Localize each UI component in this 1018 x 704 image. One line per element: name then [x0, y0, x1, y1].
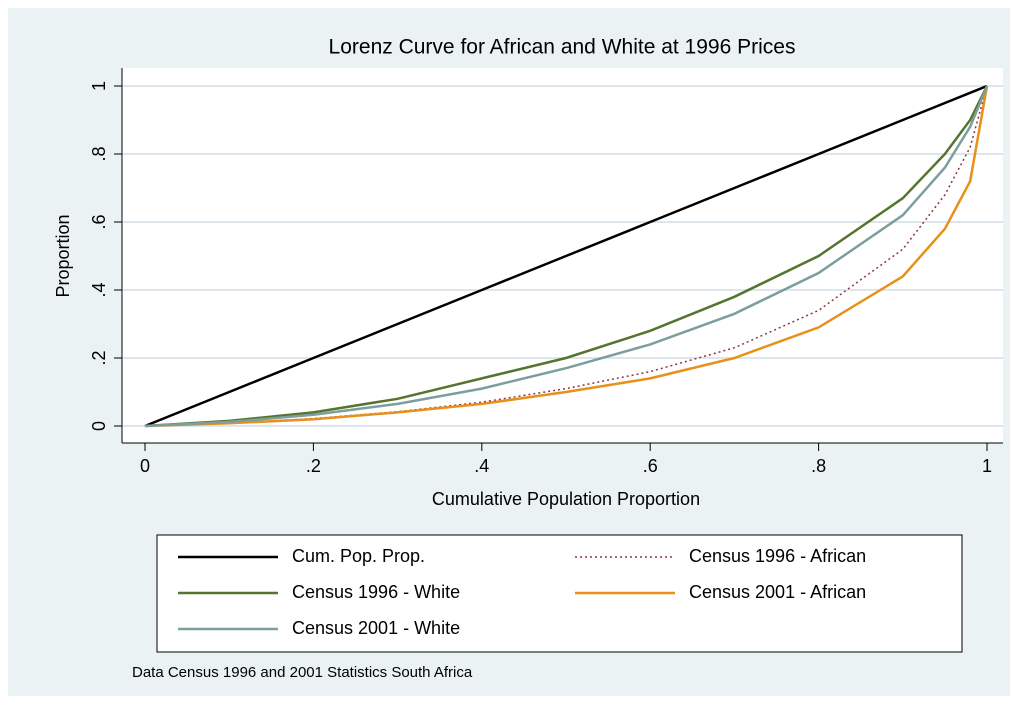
x-tick-label: .6: [643, 456, 658, 476]
y-tick-label: .6: [89, 214, 109, 229]
y-tick-label: .4: [89, 282, 109, 297]
x-tick-label: .4: [474, 456, 489, 476]
y-tick-label: .2: [89, 350, 109, 365]
x-tick-label: 0: [140, 456, 150, 476]
x-tick-label: 1: [982, 456, 992, 476]
legend-box: [156, 534, 963, 653]
series-line: [144, 84, 988, 428]
legend-label: Cum. Pop. Prop.: [292, 546, 425, 566]
plot-area: [122, 68, 1003, 443]
x-tick-label: .2: [306, 456, 321, 476]
legend-label: Census 1996 - White: [292, 582, 460, 602]
series-line: [144, 85, 989, 428]
legend-label: Census 2001 - White: [292, 618, 460, 638]
x-tick-label: .8: [811, 456, 826, 476]
legend-label: Census 2001 - African: [689, 582, 866, 602]
series-line: [144, 85, 989, 428]
chart-title: Lorenz Curve for African and White at 19…: [329, 36, 796, 59]
y-tick-label: 0: [89, 421, 109, 431]
legend-label: Census 1996 - African: [689, 546, 866, 566]
y-tick-label: .8: [89, 146, 109, 161]
x-axis-label: Cumulative Population Proportion: [432, 489, 700, 509]
series-line: [144, 85, 988, 427]
y-axis-label: Proportion: [53, 214, 73, 297]
y-tick-label: 1: [89, 81, 109, 91]
note: Data Census 1996 and 2001 Statistics Sou…: [132, 664, 473, 681]
series-line: [144, 85, 989, 428]
